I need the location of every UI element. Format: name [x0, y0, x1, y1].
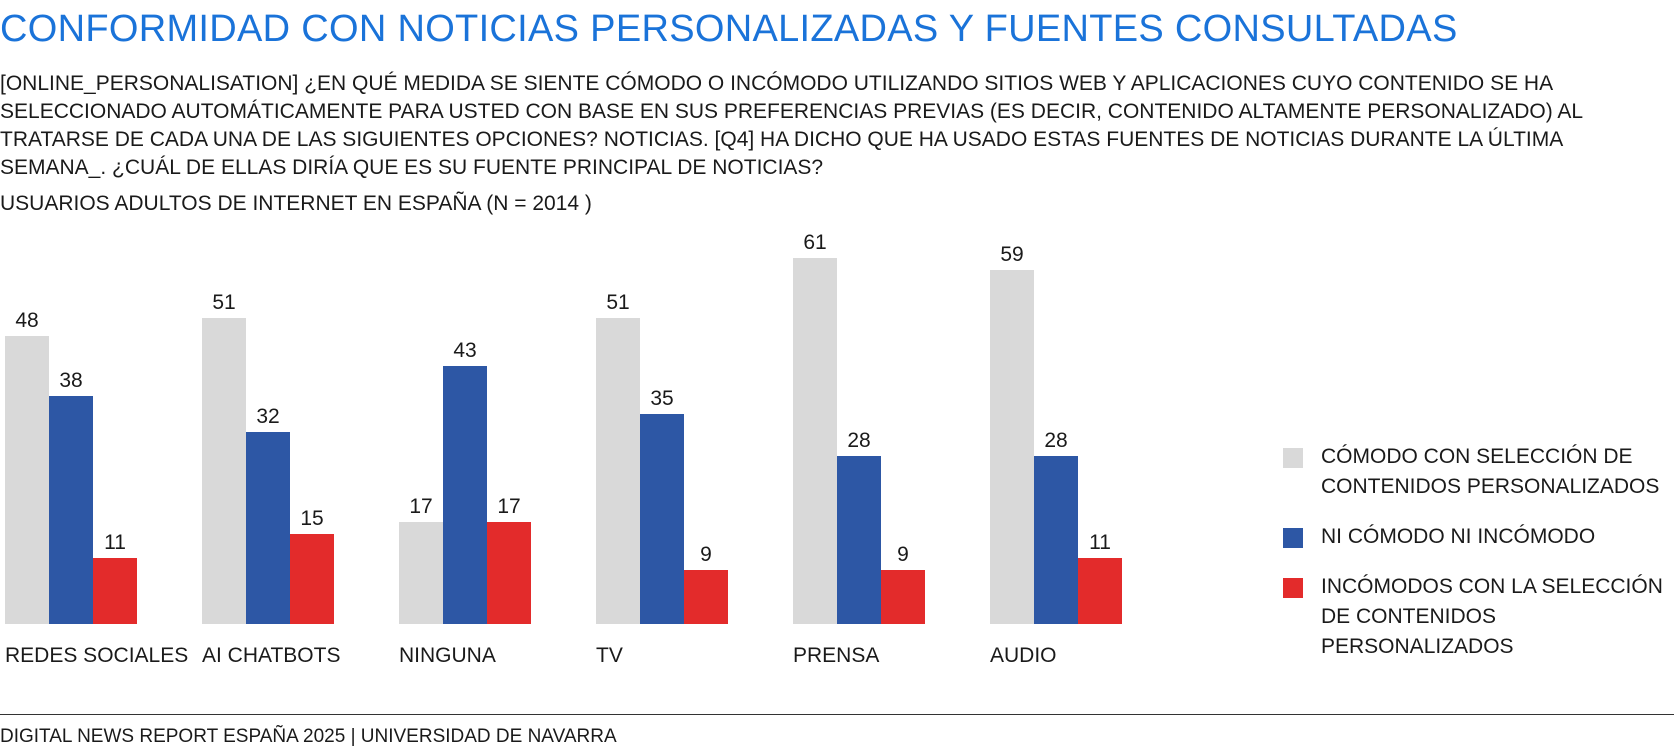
- category-label: TV: [596, 644, 623, 667]
- data-label: 28: [1044, 429, 1067, 452]
- legend-item: INCÓMODOS CON LA SELECCIÓN DE CONTENIDOS…: [1283, 572, 1668, 662]
- data-label: 28: [847, 429, 870, 452]
- bar: [399, 522, 443, 624]
- data-label: 11: [104, 531, 126, 554]
- data-label: 35: [650, 387, 673, 410]
- data-label: 9: [897, 543, 909, 566]
- legend-swatch: [1283, 528, 1303, 548]
- bar: [881, 570, 925, 624]
- category-label: AUDIO: [990, 644, 1057, 667]
- data-label: 38: [59, 369, 82, 392]
- data-label: 43: [453, 339, 476, 362]
- chart-title: CONFORMIDAD CON NOTICIAS PERSONALIZADAS …: [0, 8, 1458, 50]
- bar: [990, 270, 1034, 624]
- legend-label: CÓMODO CON SELECCIÓN DE CONTENIDOS PERSO…: [1321, 445, 1660, 498]
- data-label: 17: [497, 495, 520, 518]
- data-label: 11: [1089, 531, 1111, 554]
- category-label: PRENSA: [793, 644, 879, 667]
- bar: [1034, 456, 1078, 624]
- legend-label: INCÓMODOS CON LA SELECCIÓN DE CONTENIDOS…: [1321, 575, 1663, 658]
- legend-item: CÓMODO CON SELECCIÓN DE CONTENIDOS PERSO…: [1283, 442, 1668, 502]
- bar: [246, 432, 290, 624]
- bar: [596, 318, 640, 624]
- legend-item: NI CÓMODO NI INCÓMODO: [1283, 522, 1668, 552]
- legend-label: NI CÓMODO NI INCÓMODO: [1321, 525, 1596, 548]
- sample-note: USUARIOS ADULTOS DE INTERNET EN ESPAÑA (…: [0, 192, 592, 215]
- data-label: 51: [606, 291, 629, 314]
- bar: [1078, 558, 1122, 624]
- category-label: AI CHATBOTS: [202, 644, 340, 667]
- bar: [793, 258, 837, 624]
- bar: [49, 396, 93, 624]
- bar: [202, 318, 246, 624]
- legend-swatch: [1283, 578, 1303, 598]
- data-label: 61: [803, 231, 826, 254]
- data-label: 59: [1000, 243, 1023, 266]
- footer-divider: [0, 714, 1674, 715]
- bar: [640, 414, 684, 624]
- bar: [443, 366, 487, 624]
- bar: [5, 336, 49, 624]
- legend: CÓMODO CON SELECCIÓN DE CONTENIDOS PERSO…: [1283, 442, 1668, 682]
- bar: [93, 558, 137, 624]
- legend-swatch: [1283, 448, 1303, 468]
- bar: [684, 570, 728, 624]
- footer-source: DIGITAL NEWS REPORT ESPAÑA 2025 | UNIVER…: [0, 726, 617, 747]
- category-label: REDES SOCIALES: [5, 644, 188, 667]
- chart-subtitle: [ONLINE_PERSONALISATION] ¿EN QUÉ MEDIDA …: [0, 72, 1583, 179]
- category-label: NINGUNA: [399, 644, 496, 667]
- bar: [290, 534, 334, 624]
- data-label: 48: [15, 309, 38, 332]
- data-label: 51: [212, 291, 235, 314]
- data-label: 32: [256, 405, 279, 428]
- bar: [837, 456, 881, 624]
- data-label: 9: [700, 543, 712, 566]
- bar: [487, 522, 531, 624]
- data-label: 17: [409, 495, 432, 518]
- data-label: 15: [300, 507, 323, 530]
